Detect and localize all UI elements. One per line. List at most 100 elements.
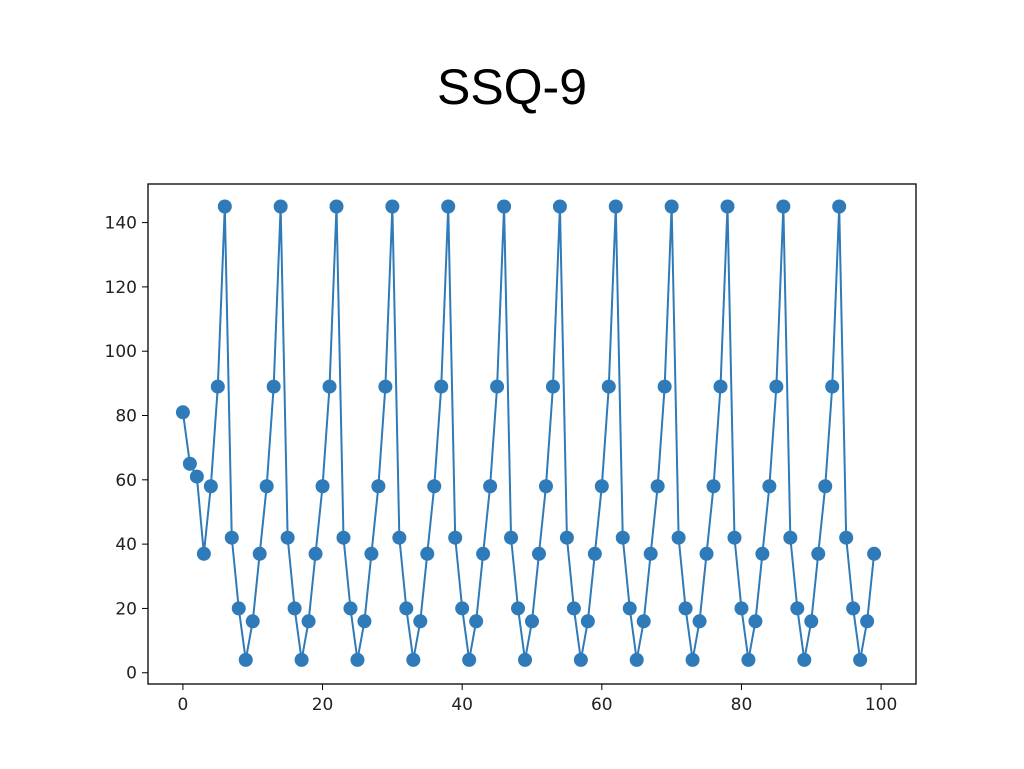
- data-point: [406, 652, 421, 667]
- data-point: [615, 530, 630, 545]
- data-point: [636, 614, 651, 629]
- data-point: [252, 546, 267, 561]
- data-point: [273, 199, 288, 214]
- y-tick-label: 40: [115, 535, 137, 555]
- data-point: [329, 199, 344, 214]
- data-point: [497, 199, 512, 214]
- data-point: [601, 379, 616, 394]
- data-point: [182, 456, 197, 471]
- data-point: [552, 199, 567, 214]
- data-point: [538, 479, 553, 494]
- data-point: [525, 614, 539, 629]
- data-point: [518, 652, 533, 667]
- y-tick-label: 60: [115, 471, 137, 491]
- plot-frame: [147, 183, 917, 685]
- data-point: [434, 379, 449, 394]
- x-tick-label: 40: [451, 695, 473, 715]
- data-point: [692, 614, 707, 629]
- data-point: [727, 530, 742, 545]
- data-point: [364, 546, 379, 561]
- data-point: [280, 530, 295, 545]
- data-point: [189, 469, 204, 484]
- y-tick-label: 20: [115, 599, 137, 619]
- data-point: [783, 530, 798, 545]
- data-point: [643, 546, 658, 561]
- data-point: [671, 530, 686, 545]
- data-point: [825, 379, 840, 394]
- data-point: [238, 652, 253, 667]
- data-point: [210, 379, 225, 394]
- data-point: [343, 601, 358, 616]
- data-point: [315, 479, 330, 494]
- y-tick-label: 120: [105, 278, 137, 298]
- data-point: [308, 546, 323, 561]
- data-point: [839, 530, 854, 545]
- data-point: [797, 652, 812, 667]
- data-point: [846, 601, 861, 616]
- data-point: [706, 479, 721, 494]
- data-point: [664, 199, 679, 214]
- data-point: [371, 479, 386, 494]
- data-point: [713, 379, 728, 394]
- data-point: [448, 530, 463, 545]
- data-point: [678, 601, 693, 616]
- data-point: [336, 530, 351, 545]
- data-point: [741, 652, 756, 667]
- data-point: [441, 199, 456, 214]
- data-point: [511, 601, 526, 616]
- data-point: [776, 199, 791, 214]
- data-point: [559, 530, 574, 545]
- data-point: [811, 546, 826, 561]
- data-point: [245, 614, 260, 629]
- data-point: [769, 379, 784, 394]
- data-point: [804, 614, 819, 629]
- y-tick-label: 140: [105, 214, 137, 234]
- data-point: [483, 479, 498, 494]
- data-point: [504, 530, 519, 545]
- x-tick-label: 80: [731, 695, 753, 715]
- data-point: [203, 479, 218, 494]
- data-point: [455, 601, 470, 616]
- data-point: [650, 479, 665, 494]
- data-point: [287, 601, 302, 616]
- data-point: [413, 614, 428, 629]
- data-point: [853, 652, 868, 667]
- data-point: [622, 601, 637, 616]
- data-point: [224, 530, 239, 545]
- data-point: [266, 379, 281, 394]
- x-tick-label: 0: [177, 695, 188, 715]
- data-point: [175, 405, 190, 420]
- data-point: [755, 546, 770, 561]
- data-point: [357, 614, 372, 629]
- data-point: [573, 652, 588, 667]
- data-point: [294, 652, 309, 667]
- data-point: [657, 379, 672, 394]
- data-point: [427, 479, 442, 494]
- y-tick-label: 100: [105, 342, 137, 362]
- data-point: [629, 652, 644, 667]
- series-line: [181, 206, 876, 661]
- data-point: [469, 614, 484, 629]
- data-point: [350, 652, 365, 667]
- data-point: [699, 546, 714, 561]
- data-point: [748, 614, 763, 629]
- data-point: [399, 601, 414, 616]
- chart-title: SSQ-9: [436, 59, 588, 115]
- data-point: [860, 614, 875, 629]
- data-point: [490, 379, 505, 394]
- x-tick-label: 20: [312, 695, 334, 715]
- data-point: [818, 479, 833, 494]
- y-tick-label: 0: [126, 664, 137, 684]
- x-tick-label: 100: [865, 695, 897, 715]
- data-point: [378, 379, 393, 394]
- data-point: [720, 199, 735, 214]
- data-point: [462, 652, 477, 667]
- data-point: [790, 601, 805, 616]
- data-point: [685, 652, 700, 667]
- data-point: [832, 199, 847, 214]
- data-point: [545, 379, 560, 394]
- data-point: [231, 601, 246, 616]
- x-tick-label: 60: [591, 695, 613, 715]
- data-point: [867, 546, 882, 561]
